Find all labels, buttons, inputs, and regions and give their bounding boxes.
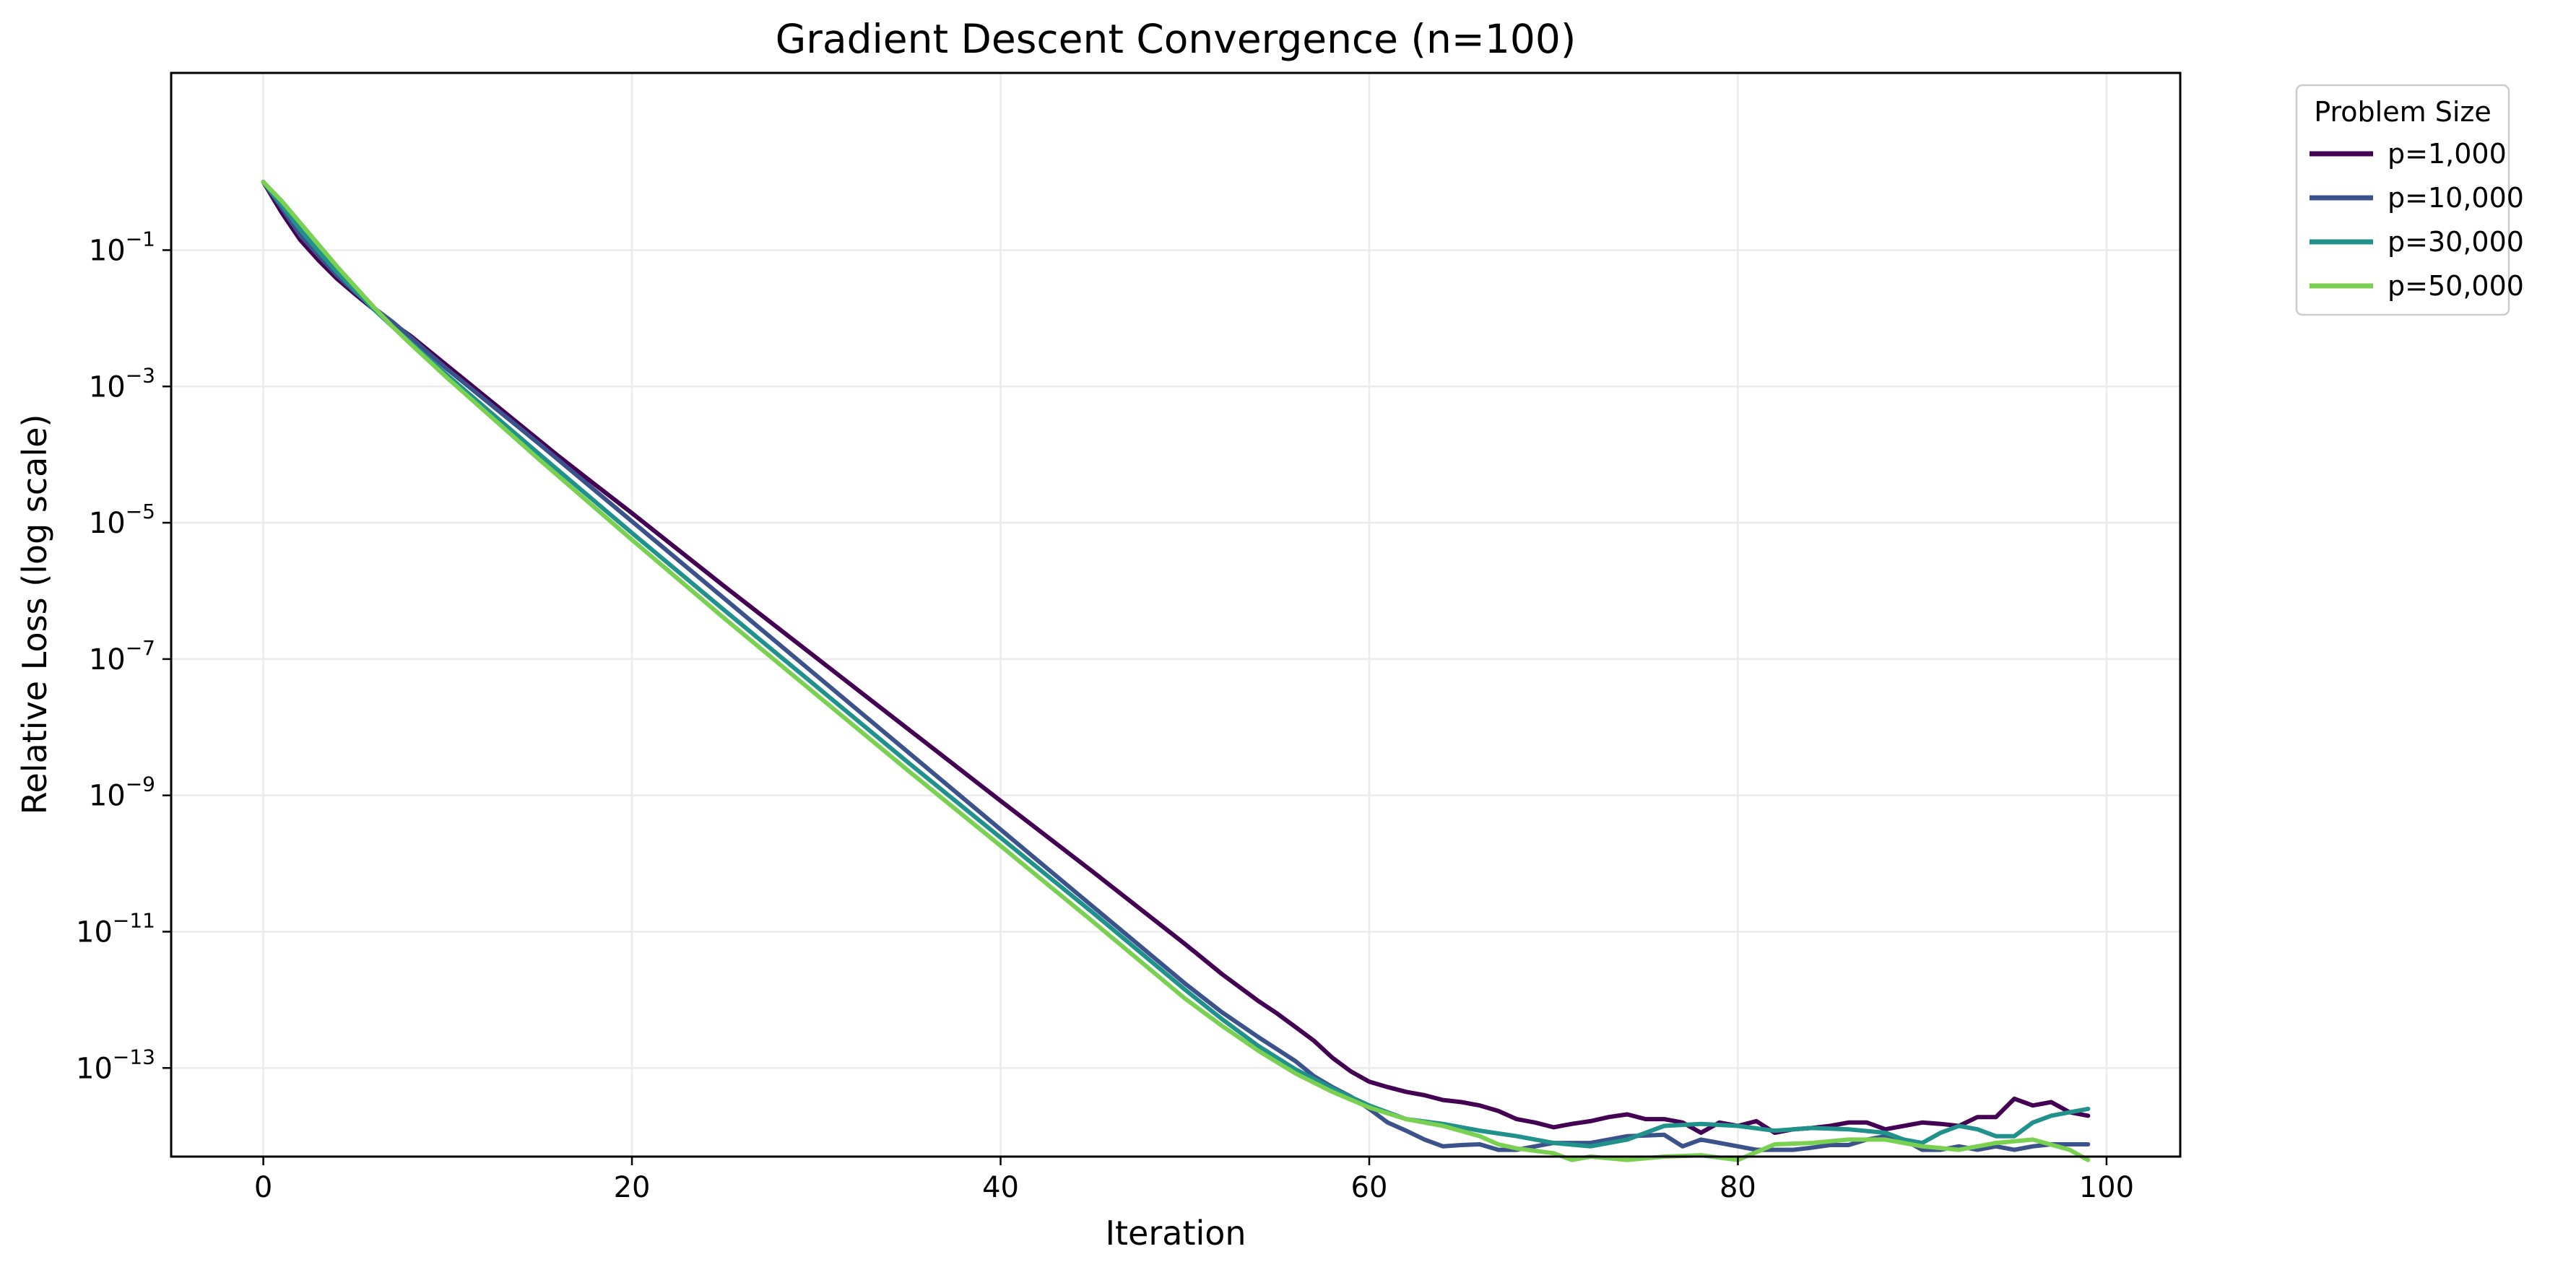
y-tick-exponent: −9	[126, 773, 155, 796]
legend-items: p=1,000 p=10,000 p=30,000 p=50,000	[2310, 138, 2524, 302]
y-tick-exponent: −3	[126, 363, 155, 387]
legend-entry-label: p=50,000	[2388, 270, 2524, 302]
y-tick-label: 10−11	[76, 908, 155, 949]
y-tick-label: 10−13	[76, 1045, 155, 1085]
x-tick-label: 0	[254, 1171, 272, 1204]
y-tick-label: 10−3	[89, 363, 155, 404]
y-tick-exponent: −13	[113, 1045, 155, 1069]
y-tick-base: 10	[89, 643, 126, 676]
series-line-1	[261, 180, 2091, 1135]
y-tick-base: 10	[76, 1052, 113, 1085]
x-axis-ticks: 0 20 40 60 80 100	[254, 1157, 2134, 1204]
y-tick-exponent: −11	[113, 908, 155, 932]
legend-entry-label: p=1,000	[2388, 138, 2507, 170]
x-axis-label: Iteration	[1105, 1214, 1246, 1253]
y-tick-base: 10	[89, 507, 126, 540]
y-tick-label: 10−7	[89, 636, 155, 676]
y-tick-base: 10	[89, 234, 126, 267]
chart-title: Gradient Descent Convergence (n=100)	[776, 16, 1577, 62]
y-tick-base: 10	[89, 780, 126, 813]
x-tick-label: 80	[1719, 1171, 1756, 1204]
legend-entry-label: p=30,000	[2388, 226, 2524, 258]
y-tick-exponent: −1	[126, 227, 155, 251]
y-tick-exponent: −7	[126, 636, 155, 660]
series-lines	[261, 180, 2091, 1162]
legend-entry-label: p=10,000	[2388, 182, 2524, 214]
y-tick-exponent: −5	[126, 500, 155, 523]
legend-box	[2295, 84, 2510, 316]
legend: Problem Size p=1,000 p=10,000 p=30,000 p=50…	[2295, 84, 2524, 316]
y-axis-label: Relative Loss (log scale)	[15, 414, 54, 815]
y-tick-label: 10−9	[89, 773, 155, 813]
legend-title: Problem Size	[2314, 96, 2491, 128]
y-tick-base: 10	[76, 915, 113, 949]
grid-lines	[171, 73, 2180, 1157]
y-tick-base: 10	[89, 370, 126, 404]
y-tick-label: 10−5	[89, 500, 155, 540]
plot-frame	[170, 71, 2182, 1158]
y-tick-label: 10−1	[89, 227, 155, 267]
series-line-4	[261, 180, 2091, 1162]
x-tick-label: 60	[1351, 1171, 1388, 1204]
x-tick-label: 100	[2079, 1171, 2134, 1204]
x-tick-label: 20	[614, 1171, 651, 1204]
x-tick-label: 40	[982, 1171, 1019, 1204]
